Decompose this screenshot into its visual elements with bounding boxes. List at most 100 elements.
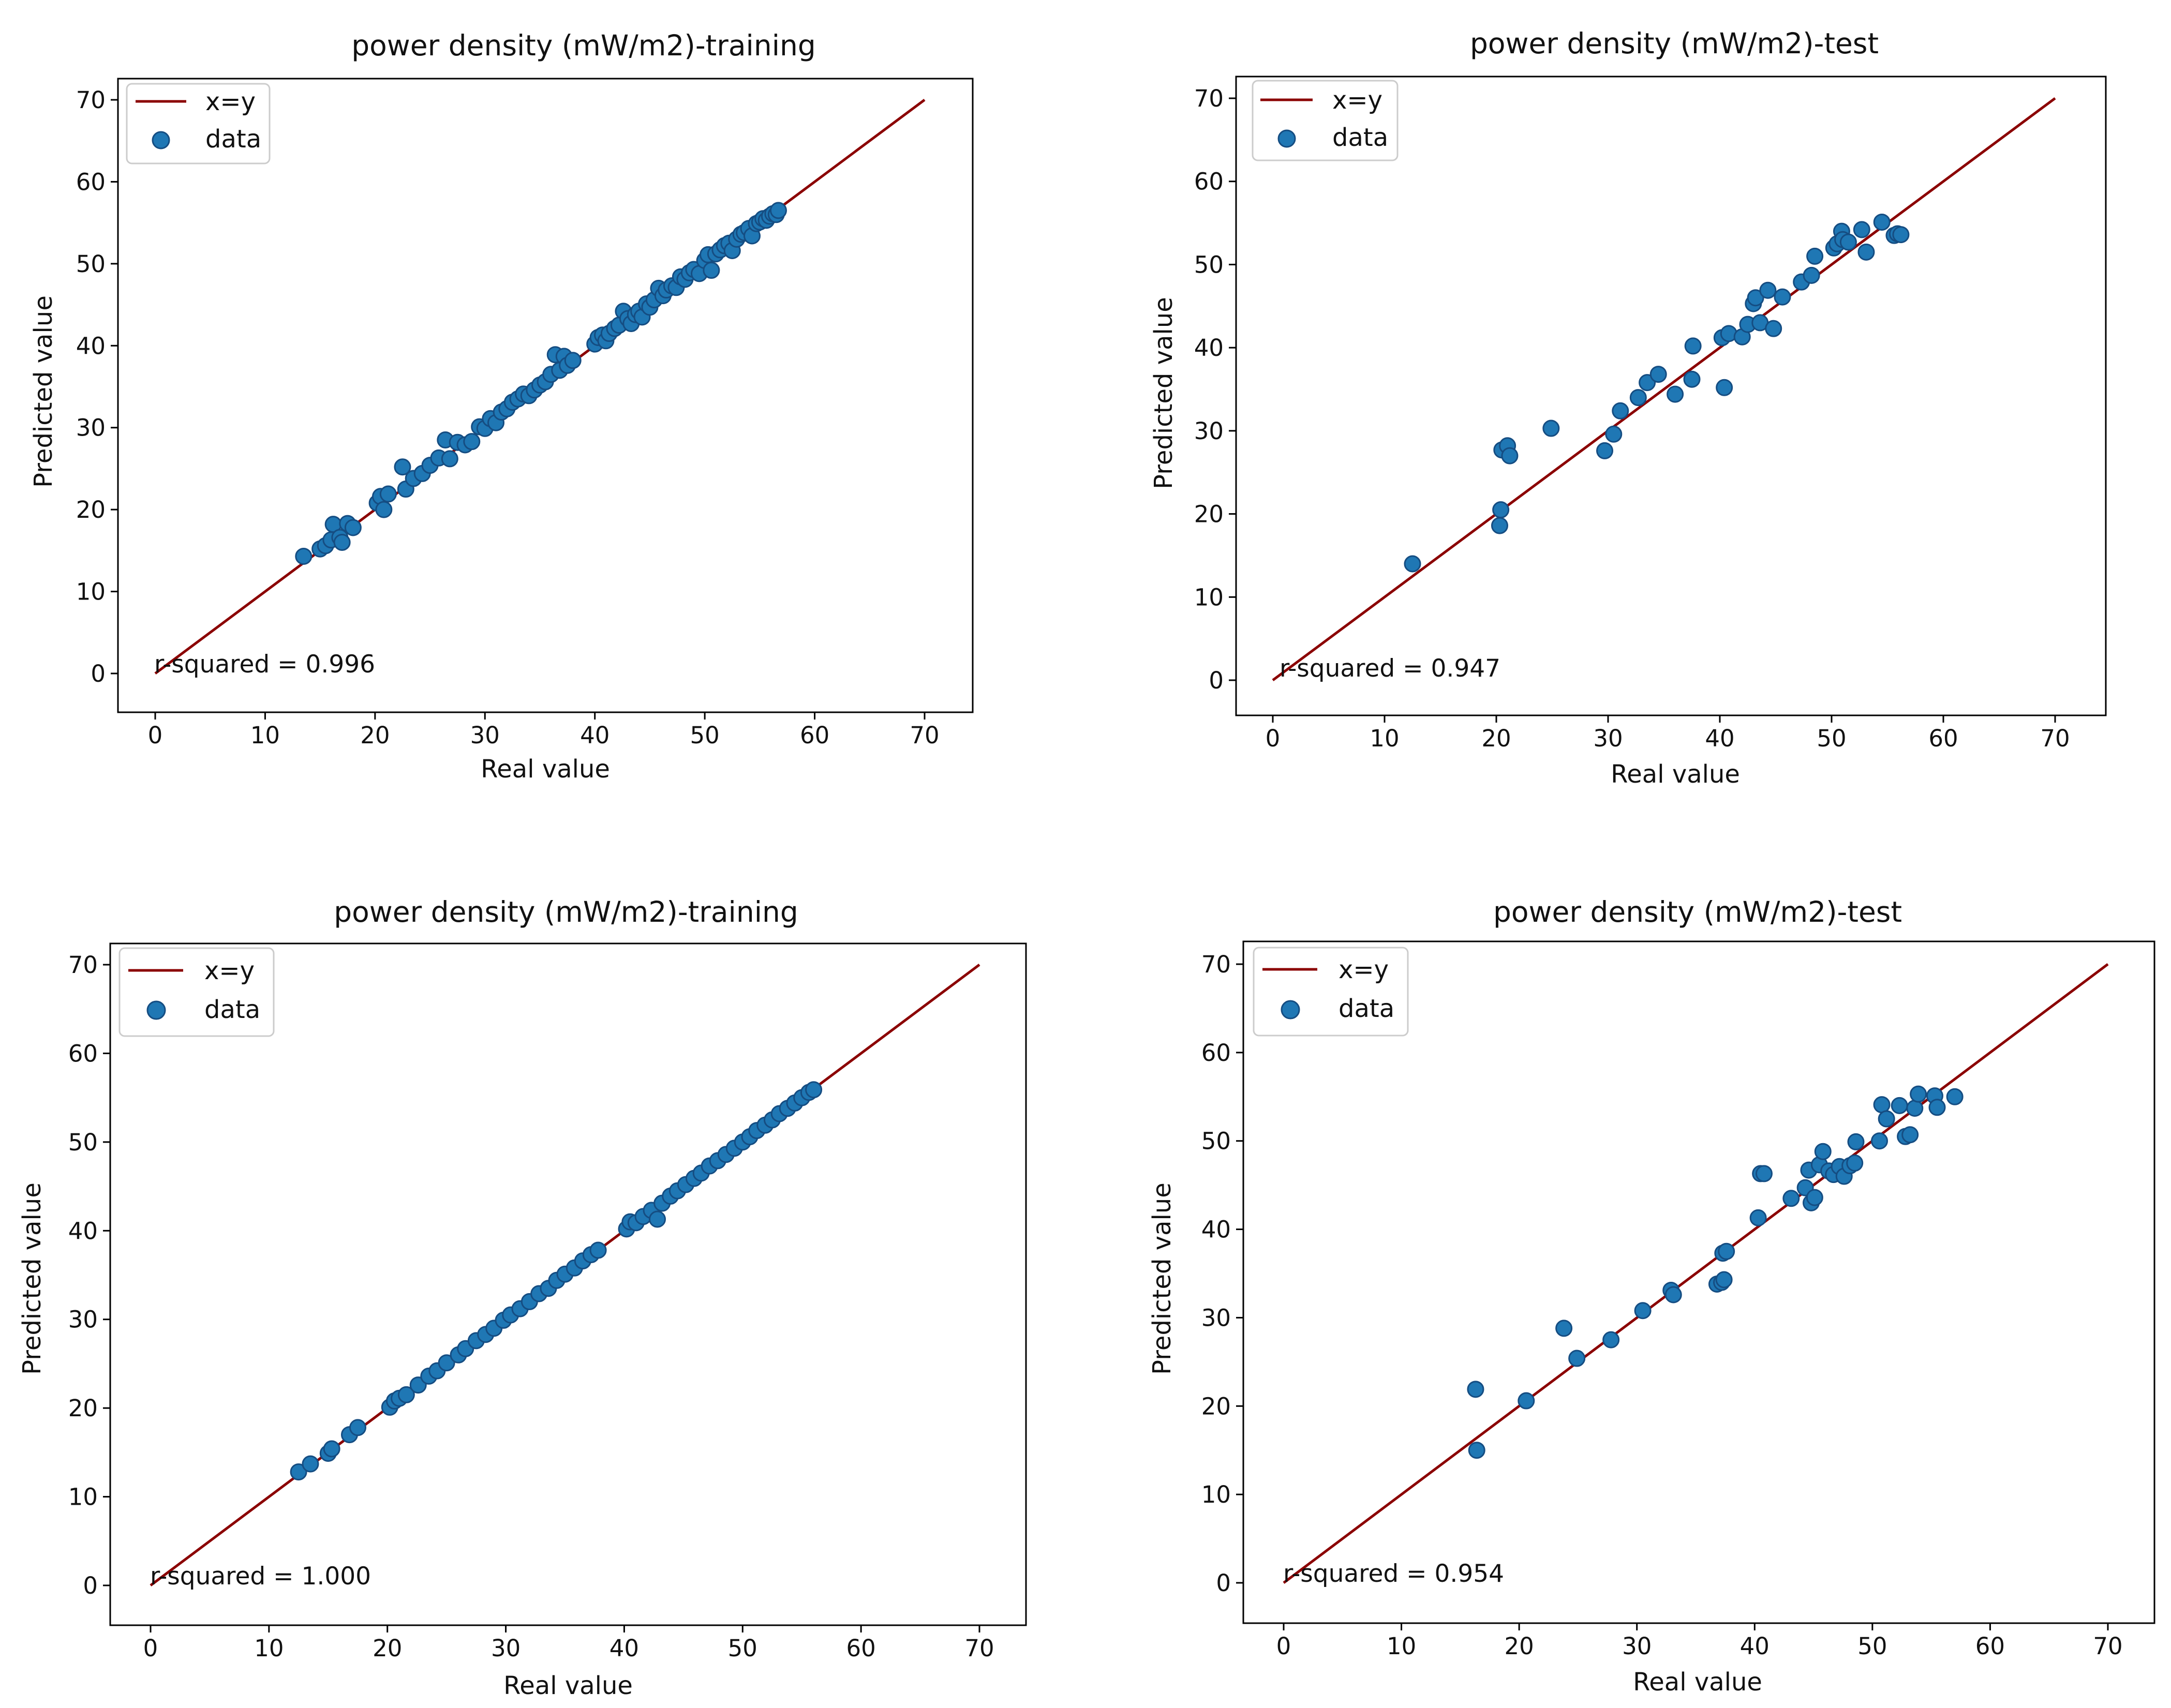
data-point <box>1853 221 1870 238</box>
x-tick-label: 10 <box>1387 1632 1416 1660</box>
panel-training-top: power density (mW/m2)-training 0 10 20 30 40… <box>29 29 974 784</box>
data-point <box>1602 1331 1620 1349</box>
y-tick-label: 50 <box>1194 251 1224 278</box>
data-point <box>379 485 397 503</box>
data-point <box>589 1241 607 1259</box>
legend-line-label: x=y <box>204 956 255 985</box>
data-point <box>302 1455 319 1473</box>
data-point <box>441 450 458 468</box>
y-axis: 0 10 20 30 40 50 60 70 <box>76 86 118 687</box>
x-tick-label: 60 <box>1928 725 1958 752</box>
data-point <box>1765 320 1782 337</box>
plot-area-frame <box>1242 940 2155 1624</box>
data-point <box>1629 389 1647 407</box>
y-tick-label: 40 <box>1194 334 1224 362</box>
reference-line-layer <box>1283 963 2109 1584</box>
y-tick-label: 70 <box>76 86 106 114</box>
y-axis-label: Predicted value <box>18 1182 47 1375</box>
x-tick-label: 60 <box>800 722 829 749</box>
data-point <box>1664 1286 1682 1304</box>
legend: x=y data <box>118 947 275 1037</box>
x-tick-label: 0 <box>1266 725 1281 752</box>
data-point <box>1501 447 1519 465</box>
x-tick-label: 30 <box>491 1635 521 1662</box>
chart-title: power density (mW/m2)-test <box>1470 27 1879 60</box>
data-point <box>1891 1097 1908 1114</box>
data-point <box>397 1386 415 1403</box>
y-axis: 0 10 20 30 40 50 60 70 <box>68 951 110 1599</box>
reference-line-x-equals-y <box>1283 963 2109 1584</box>
x-tick-label: 50 <box>690 722 720 749</box>
panel-training-bottom: power density (mW/m2)-training 0 10 20 30 40… <box>18 895 1027 1700</box>
legend-scatter-label: data <box>1339 994 1394 1023</box>
x-axis: 0 10 20 30 40 50 60 70 <box>1266 715 2070 752</box>
x-tick-label: 40 <box>1705 725 1734 752</box>
data-point <box>1857 243 1875 261</box>
data-point <box>1467 1381 1484 1398</box>
y-tick-label: 20 <box>68 1395 98 1422</box>
y-tick-label: 50 <box>1201 1128 1231 1155</box>
data-point <box>1716 379 1733 396</box>
r-squared-annotation: r-squared = 1.000 <box>150 1562 371 1591</box>
x-tick-label: 60 <box>846 1635 876 1662</box>
data-point <box>1846 1154 1864 1172</box>
x-tick-label: 70 <box>2040 725 2070 752</box>
x-axis-label: Real value <box>1633 1668 1762 1697</box>
data-point <box>1684 337 1702 355</box>
data-point <box>1847 1133 1865 1150</box>
plot-area-frame <box>1235 76 2107 716</box>
data-point <box>1803 266 1820 284</box>
x-tick-label: 20 <box>1505 1632 1534 1660</box>
data-point <box>1928 1099 1946 1116</box>
data-point <box>1555 1320 1573 1337</box>
y-tick-label: 10 <box>1201 1481 1231 1508</box>
data-point <box>1806 247 1824 265</box>
legend-line-label: x=y <box>1332 86 1382 115</box>
data-point <box>1639 374 1656 392</box>
y-tick-label: 0 <box>1216 1569 1231 1597</box>
x-tick-label: 70 <box>964 1635 994 1662</box>
data-point <box>1518 1392 1535 1410</box>
data-point <box>1605 425 1623 443</box>
y-tick-label: 50 <box>68 1129 98 1156</box>
data-point <box>394 458 411 476</box>
data-point <box>1749 1209 1767 1226</box>
x-axis-label: Real value <box>1611 760 1740 789</box>
x-tick-label: 30 <box>1622 1632 1652 1660</box>
x-axis: 0 10 20 30 40 50 60 70 <box>148 712 940 749</box>
data-point <box>1596 442 1614 459</box>
x-tick-label: 10 <box>254 1635 284 1662</box>
x-tick-label: 10 <box>250 722 280 749</box>
y-axis: 0 10 20 30 40 50 60 70 <box>1194 85 1236 694</box>
data-point <box>1873 1096 1891 1114</box>
y-tick-label: 10 <box>68 1484 98 1511</box>
data-point <box>1683 370 1701 388</box>
legend-scatter-label: data <box>1332 123 1388 152</box>
data-points-layer <box>295 202 787 565</box>
data-point <box>1634 1302 1652 1320</box>
data-point <box>1839 233 1857 251</box>
x-axis-label: Real value <box>481 755 610 784</box>
y-tick-label: 50 <box>76 250 106 278</box>
data-point <box>295 547 313 565</box>
y-tick-label: 30 <box>76 414 106 442</box>
data-point <box>349 1419 366 1436</box>
y-tick-label: 20 <box>1194 501 1224 528</box>
y-tick-label: 70 <box>1194 85 1224 112</box>
data-point <box>1542 419 1560 437</box>
plot-area-frame <box>117 78 974 713</box>
data-point <box>1718 1242 1735 1260</box>
y-tick-label: 60 <box>68 1040 98 1067</box>
data-point <box>769 202 787 219</box>
x-tick-label: 50 <box>1817 725 1846 752</box>
legend: x=y data <box>1253 947 1409 1037</box>
y-tick-label: 40 <box>76 332 106 359</box>
x-tick-label: 0 <box>148 722 163 749</box>
y-tick-label: 30 <box>68 1306 98 1334</box>
y-tick-label: 10 <box>1194 583 1224 611</box>
legend-scatter-label: data <box>205 125 261 154</box>
panel-test-bottom: power density (mW/m2)-test 0 10 20 30 40 50 60… <box>1148 895 2155 1697</box>
x-tick-label: 0 <box>143 1635 158 1662</box>
data-point <box>1878 1110 1895 1128</box>
